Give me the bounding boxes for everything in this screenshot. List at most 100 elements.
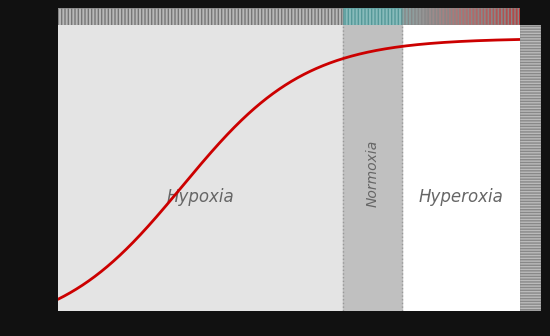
Bar	[508, 8, 510, 25]
Bar	[481, 8, 483, 25]
Bar	[406, 8, 408, 25]
Text: Normoxia: Normoxia	[366, 140, 379, 207]
Bar	[461, 8, 463, 25]
Bar	[447, 8, 449, 25]
Bar	[433, 8, 436, 25]
Bar	[516, 8, 518, 25]
Bar	[58, 25, 343, 311]
Bar	[506, 8, 508, 25]
Bar	[514, 8, 516, 25]
Bar	[459, 8, 461, 25]
Bar	[412, 8, 414, 25]
Bar	[510, 8, 513, 25]
Bar	[58, 8, 343, 25]
Bar	[467, 8, 469, 25]
Bar	[343, 8, 402, 25]
Bar	[463, 8, 465, 25]
Bar	[445, 8, 448, 25]
Bar	[435, 8, 438, 25]
Bar	[478, 8, 481, 25]
Bar	[494, 8, 497, 25]
Bar	[488, 8, 491, 25]
Bar	[504, 8, 507, 25]
Bar	[58, 8, 343, 25]
Bar	[494, 8, 497, 25]
Bar	[410, 8, 412, 25]
Bar	[512, 8, 514, 25]
Bar	[430, 8, 432, 25]
Bar	[402, 8, 404, 25]
Bar	[496, 8, 499, 25]
Text: Hypoxia: Hypoxia	[167, 187, 234, 206]
Bar	[465, 8, 467, 25]
Bar	[482, 8, 485, 25]
Bar	[433, 8, 436, 25]
Bar	[502, 8, 504, 25]
Bar	[451, 8, 453, 25]
Bar	[500, 8, 503, 25]
Text: Hyperoxia: Hyperoxia	[419, 187, 503, 206]
Bar	[402, 8, 404, 25]
Bar	[416, 8, 418, 25]
Bar	[498, 8, 500, 25]
Bar	[471, 8, 473, 25]
Bar	[512, 8, 514, 25]
Bar	[475, 8, 477, 25]
Bar	[427, 8, 430, 25]
Bar	[417, 8, 420, 25]
Bar	[426, 8, 428, 25]
Bar	[472, 8, 475, 25]
Bar	[406, 8, 408, 25]
Bar	[447, 8, 449, 25]
Bar	[516, 8, 518, 25]
Bar	[510, 8, 513, 25]
Bar	[518, 8, 520, 25]
Bar	[439, 8, 442, 25]
Bar	[426, 8, 428, 25]
Bar	[455, 8, 458, 25]
Bar	[506, 8, 508, 25]
Bar	[478, 8, 481, 25]
Bar	[463, 8, 465, 25]
Bar	[465, 8, 467, 25]
Bar	[420, 8, 422, 25]
Bar	[343, 25, 402, 311]
Bar	[481, 8, 483, 25]
Bar	[476, 8, 479, 25]
Bar	[410, 8, 412, 25]
Bar	[461, 8, 463, 25]
Bar	[449, 8, 452, 25]
Bar	[437, 8, 439, 25]
Bar	[453, 8, 455, 25]
Bar	[424, 8, 426, 25]
Bar	[416, 8, 418, 25]
Bar	[449, 8, 452, 25]
Bar	[475, 8, 477, 25]
Bar	[343, 8, 402, 25]
Bar	[414, 8, 416, 25]
Bar	[441, 8, 444, 25]
Bar	[439, 8, 442, 25]
Bar	[504, 8, 507, 25]
Bar	[443, 8, 446, 25]
Bar	[500, 8, 503, 25]
Bar	[404, 8, 406, 25]
Bar	[445, 8, 448, 25]
Bar	[490, 8, 493, 25]
Bar	[424, 8, 426, 25]
Bar	[469, 8, 471, 25]
Bar	[482, 8, 485, 25]
Bar	[518, 8, 520, 25]
Bar	[467, 8, 469, 25]
Bar	[492, 8, 494, 25]
Bar	[498, 8, 500, 25]
Bar	[455, 8, 458, 25]
Bar	[472, 8, 475, 25]
Bar	[508, 8, 510, 25]
Bar	[490, 8, 493, 25]
Bar	[486, 8, 489, 25]
Bar	[421, 8, 424, 25]
Bar	[488, 8, 491, 25]
Bar	[502, 8, 504, 25]
Bar	[404, 8, 406, 25]
